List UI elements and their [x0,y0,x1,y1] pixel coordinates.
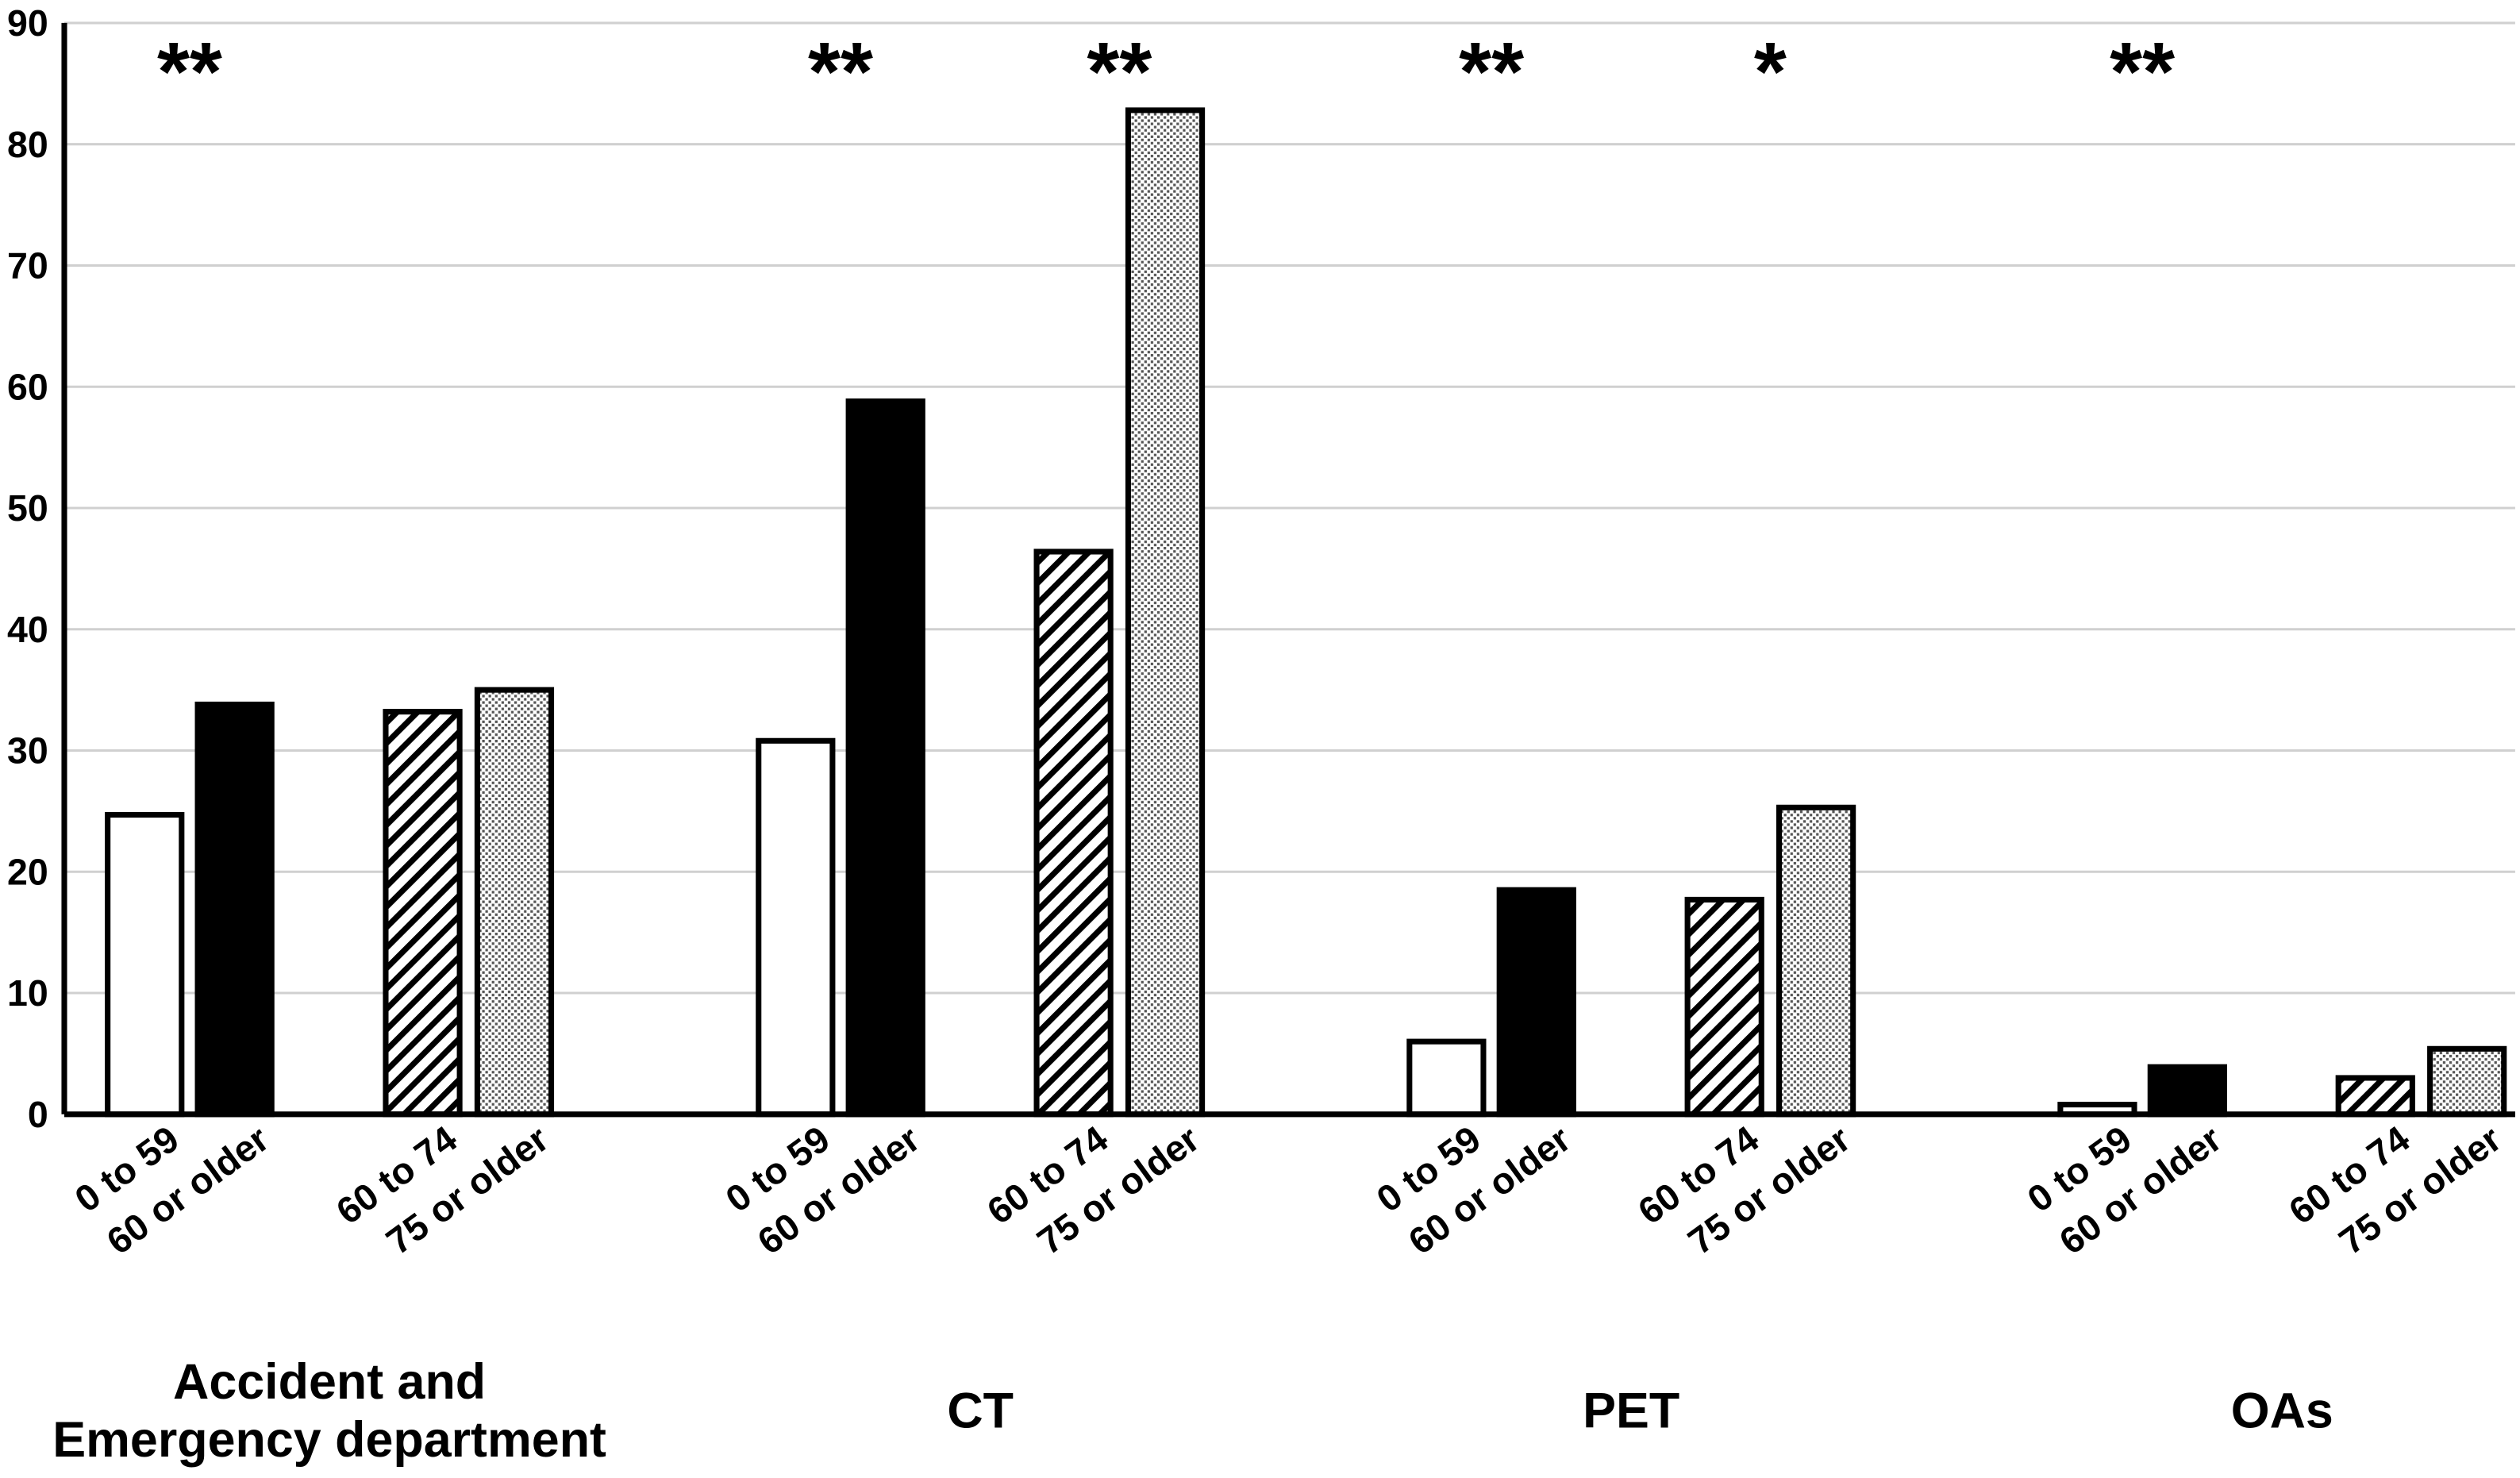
y-tick-label: 90 [7,2,48,44]
bar [474,687,555,1118]
bar [1684,896,1764,1118]
y-tick-label: 0 [28,1094,48,1135]
bar [1496,887,1576,1118]
category-label: PET [1583,1382,1680,1439]
category-label: OAs [2230,1382,2333,1439]
significance-label: ** [1087,25,1152,118]
bar [1125,107,1206,1118]
category-label: Accident and Emergency department [52,1353,606,1468]
bar [105,811,185,1118]
significance-label: ** [1459,25,1524,118]
y-tick-label: 60 [7,366,48,407]
category-label-box: OAs [2230,1382,2333,1439]
bar [383,709,463,1118]
category-label-box: CT [947,1382,1014,1439]
bar [1406,1038,1487,1118]
bar [1033,548,1114,1118]
bar [756,737,836,1118]
bar [194,701,275,1118]
category-label-box: Accident and Emergency department [52,1353,606,1468]
y-tick-label: 20 [7,851,48,892]
y-tick-label: 40 [7,609,48,650]
y-tick-label: 70 [7,245,48,287]
bar [2335,1075,2415,1118]
y-tick-label: 80 [7,124,48,165]
category-label-box: PET [1583,1382,1680,1439]
y-tick-label: 30 [7,730,48,772]
significance-label: * [1754,25,1787,118]
bar [845,398,925,1118]
y-tick-label: 50 [7,487,48,529]
significance-label: ** [808,25,873,118]
bar [1776,804,1856,1118]
y-tick-label: 10 [7,972,48,1014]
category-label: CT [947,1382,1014,1439]
bar [2427,1045,2507,1118]
significance-label: ** [2110,25,2175,118]
significance-label: ** [157,25,222,118]
bar [2147,1064,2227,1118]
